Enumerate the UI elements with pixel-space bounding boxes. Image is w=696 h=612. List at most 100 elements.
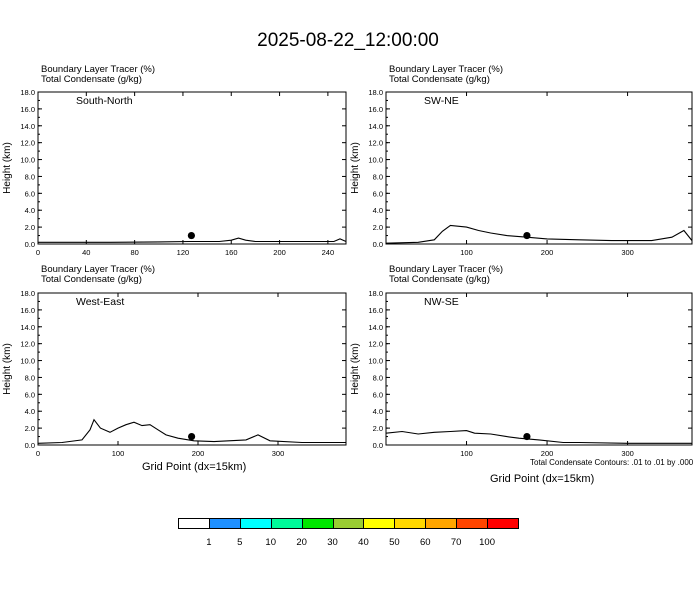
x-tick-label: 200 — [192, 449, 205, 458]
y-tick-label: 0.0 — [373, 240, 383, 249]
y-tick-label: 0.0 — [373, 441, 383, 450]
y-tick-label: 12.0 — [20, 139, 35, 148]
terrain-line — [38, 237, 347, 243]
plot-frame — [37, 91, 347, 245]
y-tick-label: 2.0 — [25, 223, 35, 232]
location-marker — [187, 231, 195, 240]
colorbar-swatch — [363, 518, 396, 529]
y-tick-label: 16.0 — [368, 105, 383, 114]
colorbar-swatch — [301, 518, 334, 529]
x-tick-label: 80 — [130, 248, 138, 257]
panel-3-xlabel: Grid Point (dx=15km) — [142, 461, 247, 473]
panel-1-field2-label: Total Condensate (g/kg) — [41, 74, 142, 85]
y-tick-label: 4.0 — [373, 407, 383, 416]
y-tick-label: 0.0 — [25, 441, 35, 450]
location-marker — [188, 432, 196, 441]
y-tick-label: 6.0 — [25, 189, 35, 198]
x-tick-label: 200 — [273, 248, 286, 257]
y-tick-label: 18.0 — [368, 289, 383, 298]
panel-name: South-North — [76, 95, 133, 107]
panel-1: 0.0 2.0 4.0 6.0 8.0 10.0 12.0 14.0 16.0 18.0 0 40 80… — [2, 88, 347, 257]
y-tick-label: 2.0 — [373, 424, 383, 433]
y-tick-label: 14.0 — [368, 122, 383, 131]
panel-2-field2-label: Total Condensate (g/kg) — [389, 74, 490, 85]
colorbar-tick-label: 60 — [419, 537, 431, 548]
y-tick-label: 6.0 — [373, 390, 383, 399]
panel-4: 0.0 2.0 4.0 6.0 8.0 10.0 12.0 14.0 16.0 18.0 100 20… — [350, 289, 693, 458]
colorbar-swatch — [425, 518, 458, 529]
colorbar-tick-label: 100 — [479, 537, 496, 548]
y-tick-label: 4.0 — [25, 206, 35, 215]
colorbar-swatch — [270, 518, 303, 529]
y-axis-label: Height (km) — [350, 142, 361, 194]
colorbar-swatch — [239, 518, 272, 529]
x-tick-label: 120 — [177, 248, 190, 257]
colorbar-tick-label: 1 — [206, 537, 212, 548]
colorbar-swatch — [178, 518, 210, 529]
colorbar-swatch — [208, 518, 241, 529]
x-tick-label: 40 — [82, 248, 90, 257]
colorbar-tick-label: 50 — [389, 537, 400, 548]
y-tick-label: 14.0 — [20, 122, 35, 131]
x-tick-label: 100 — [112, 449, 125, 458]
panel-name: West-East — [76, 296, 124, 308]
y-tick-label: 0.0 — [25, 240, 35, 249]
y-tick-label: 10.0 — [20, 357, 35, 366]
panel-2-field1-label: Boundary Layer Tracer (%) — [389, 64, 504, 75]
x-tick-label: 300 — [272, 449, 285, 458]
y-axis-label: Height (km) — [2, 142, 13, 194]
y-axis-label: Height (km) — [350, 343, 361, 395]
terrain-line — [37, 418, 346, 444]
colorbar-swatch — [487, 518, 519, 529]
colorbar-tick-label: 5 — [237, 537, 243, 548]
x-tick-label: 300 — [621, 449, 634, 458]
x-tick-label: 240 — [322, 248, 335, 257]
x-tick-label: 100 — [460, 449, 473, 458]
y-tick-label: 6.0 — [373, 189, 383, 198]
y-tick-label: 18.0 — [20, 289, 35, 298]
y-tick-label: 12.0 — [368, 139, 383, 148]
y-tick-label: 16.0 — [20, 105, 35, 114]
panel-4-field2-label: Total Condensate (g/kg) — [389, 274, 490, 285]
y-tick-label: 4.0 — [373, 206, 383, 215]
panel-3-field2-label: Total Condensate (g/kg) — [41, 274, 142, 285]
y-tick-label: 16.0 — [20, 306, 35, 315]
y-axis-label: Height (km) — [2, 343, 13, 395]
y-tick-label: 6.0 — [25, 390, 35, 399]
y-tick-label: 14.0 — [20, 323, 35, 332]
y-tick-label: 16.0 — [368, 306, 383, 315]
y-tick-label: 8.0 — [25, 373, 35, 382]
plot-frame — [385, 292, 693, 446]
y-tick-label: 12.0 — [368, 340, 383, 349]
terrain-line — [385, 224, 693, 244]
colorbar-tick-label: 20 — [296, 537, 307, 548]
y-tick-label: 12.0 — [20, 340, 35, 349]
x-tick-label: 0 — [36, 449, 40, 458]
y-tick-label: 14.0 — [368, 323, 383, 332]
location-marker — [523, 432, 531, 441]
colorbar-tick-label: 10 — [265, 537, 277, 548]
panel-4-field1-label: Boundary Layer Tracer (%) — [389, 264, 504, 275]
colorbar — [178, 518, 519, 529]
contour-note: Total Condensate Contours: .01 to .01 by… — [530, 458, 694, 467]
y-tick-label: 10.0 — [20, 156, 35, 165]
x-tick-label: 300 — [621, 248, 634, 257]
plot-frame — [37, 292, 347, 446]
y-tick-label: 10.0 — [368, 357, 383, 366]
panel-name: SW-NE — [424, 95, 459, 107]
colorbar-tick-label: 70 — [450, 537, 462, 548]
y-tick-label: 8.0 — [25, 172, 35, 181]
y-tick-label: 4.0 — [25, 407, 35, 416]
x-tick-label: 200 — [541, 248, 554, 257]
terrain-line — [385, 430, 692, 444]
x-tick-label: 100 — [460, 248, 473, 257]
panel-name: NW-SE — [424, 296, 459, 308]
panel-4-xlabel: Grid Point (dx=15km) — [490, 473, 595, 485]
panel-2: 0.0 2.0 4.0 6.0 8.0 10.0 12.0 14.0 16.0 18.0 100 20… — [350, 88, 693, 257]
page-title: 2025-08-22_12:00:00 — [257, 30, 439, 51]
colorbar-swatch — [332, 518, 365, 529]
panel-3-field1-label: Boundary Layer Tracer (%) — [41, 264, 156, 275]
x-tick-label: 0 — [36, 248, 40, 257]
panel-1-field1-label: Boundary Layer Tracer (%) — [41, 64, 156, 75]
